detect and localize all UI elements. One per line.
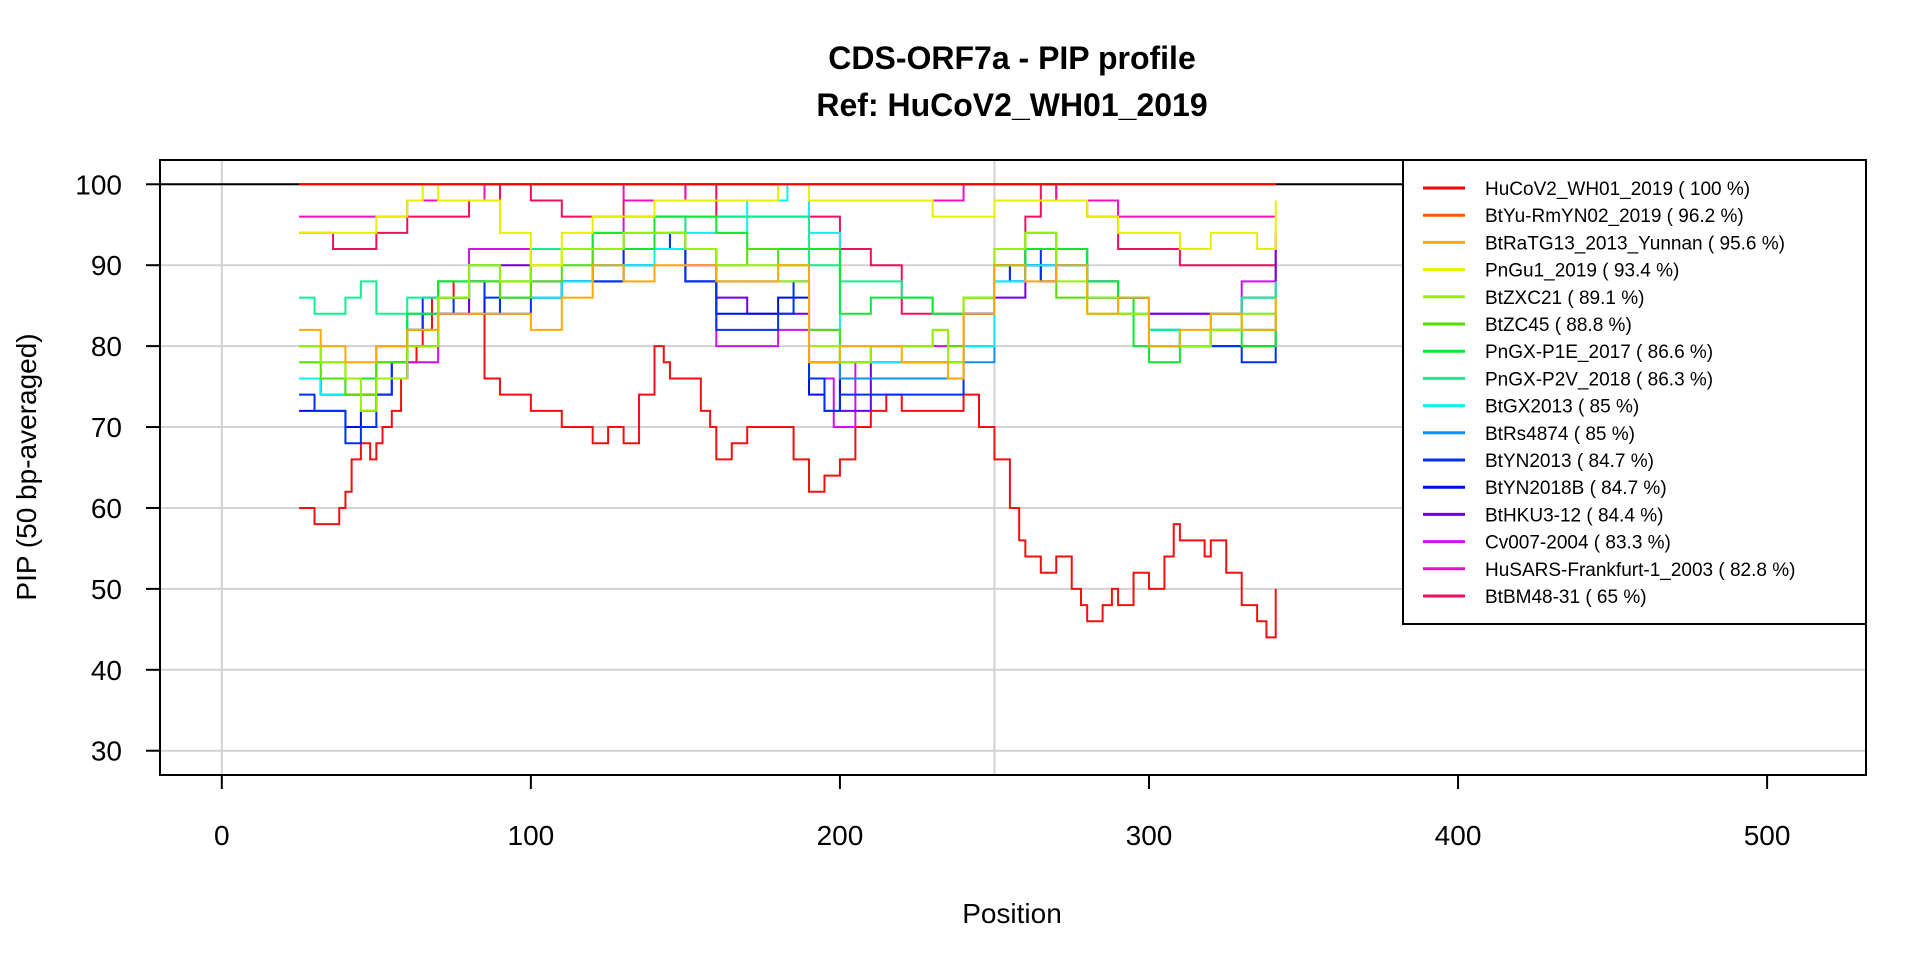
x-tick-label: 400 [1435, 820, 1482, 851]
chart-subtitle: Ref: HuCoV2_WH01_2019 [816, 87, 1207, 123]
y-tick-label: 90 [91, 250, 122, 281]
x-tick-label: 200 [817, 820, 864, 851]
y-axis: 30 40 50 60 70 80 90 100 [75, 169, 160, 767]
x-axis: 0 100 200 300 400 500 [214, 774, 1791, 851]
legend-entry: PnGX-P1E_2017 ( 86.6 %) [1485, 342, 1713, 363]
series-line-btyn2018b [299, 248, 1276, 429]
legend-entry: PnGX-P2V_2018 ( 86.3 %) [1485, 369, 1713, 390]
legend-entry: BtYN2018B ( 84.7 %) [1485, 478, 1667, 499]
y-tick-label: 100 [75, 169, 122, 200]
y-tick-label: 80 [91, 331, 122, 362]
legend-entry: BtGX2013 ( 85 %) [1485, 397, 1639, 418]
legend-entry: BtRs4874 ( 85 %) [1485, 424, 1635, 445]
legend: HuCoV2_WH01_2019 ( 100 %) BtYu-RmYN02_201… [1402, 159, 1867, 625]
x-axis-title: Position [962, 898, 1062, 929]
series-lines [299, 183, 1277, 639]
x-tick-label: 300 [1126, 820, 1173, 851]
legend-entry: BtRaTG13_2013_Yunnan ( 95.6 %) [1485, 233, 1785, 254]
legend-entry: BtYN2013 ( 84.7 %) [1485, 451, 1654, 472]
x-tick-label: 100 [508, 820, 555, 851]
legend-entry: BtBM48-31 ( 65 %) [1485, 587, 1647, 608]
x-tick-label: 500 [1744, 820, 1791, 851]
y-tick-label: 50 [91, 574, 122, 605]
legend-entry: Cv007-2004 ( 83.3 %) [1485, 533, 1671, 554]
series-line-btrs4874 [299, 248, 1277, 396]
grid-lines [160, 160, 1866, 775]
legend-entry: HuCoV2_WH01_2019 ( 100 %) [1485, 179, 1750, 200]
y-tick-label: 30 [91, 736, 122, 767]
legend-entry: BtHKU3-12 ( 84.4 %) [1485, 505, 1663, 526]
legend-entry: BtZC45 ( 88.8 %) [1485, 315, 1632, 336]
series-line-btratg13-2013-yunnan [299, 264, 1277, 380]
x-tick-label: 0 [214, 820, 230, 851]
legend-entry: BtZXC21 ( 89.1 %) [1485, 288, 1644, 309]
series-line-pngx-p1e-2017 [299, 215, 1277, 380]
legend-box [1402, 159, 1867, 625]
legend-entry: HuSARS-Frankfurt-1_2003 ( 82.8 %) [1485, 560, 1795, 581]
y-tick-label: 40 [91, 655, 122, 686]
chart-title: CDS-ORF7a - PIP profile [828, 40, 1195, 76]
series-line-bm48-31-low [299, 280, 1277, 639]
series-line-btzxc21 [299, 231, 1277, 412]
y-tick-label: 70 [91, 412, 122, 443]
legend-entry: BtYu-RmYN02_2019 ( 96.2 %) [1485, 206, 1744, 227]
legend-entry: PnGu1_2019 ( 93.4 %) [1485, 261, 1679, 282]
y-axis-title: PIP (50 bp-averaged) [11, 333, 42, 600]
y-tick-label: 60 [91, 493, 122, 524]
